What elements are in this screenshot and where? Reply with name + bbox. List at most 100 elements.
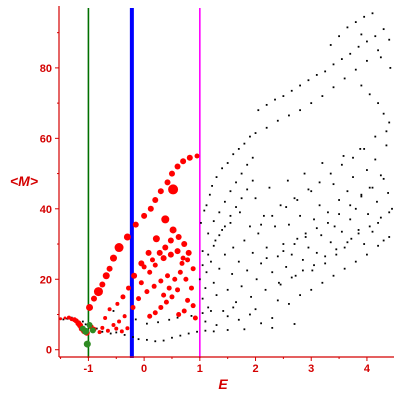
data-point	[382, 112, 385, 115]
data-point	[304, 236, 307, 238]
data-point	[179, 334, 182, 337]
data-point	[324, 70, 327, 73]
data-point	[114, 243, 124, 253]
data-point	[163, 299, 169, 305]
data-point	[274, 225, 276, 228]
data-point	[379, 174, 382, 177]
data-point	[132, 221, 139, 228]
data-point	[254, 308, 257, 311]
data-point	[310, 288, 313, 291]
data-point	[243, 142, 246, 145]
data-point	[338, 213, 340, 215]
data-point	[265, 103, 268, 106]
data-point	[144, 289, 150, 295]
data-point	[122, 314, 127, 319]
x-tick-label: 1	[197, 363, 203, 375]
data-point	[137, 338, 140, 341]
data-point	[221, 229, 224, 231]
data-point	[235, 206, 237, 208]
data-point	[286, 179, 289, 182]
data-point	[229, 221, 232, 224]
data-point	[376, 200, 378, 203]
data-point	[93, 287, 103, 297]
data-point	[318, 204, 321, 207]
data-point	[387, 192, 390, 194]
data-point	[152, 196, 159, 203]
data-point	[385, 144, 388, 147]
data-point	[354, 21, 357, 23]
data-point	[290, 276, 293, 279]
data-point	[207, 306, 210, 309]
data-point	[282, 250, 285, 252]
axes: 0 20 40 60 80 -1 0 1 2 3 4	[40, 6, 394, 375]
data-point	[215, 176, 218, 178]
data-point	[164, 179, 171, 186]
data-point	[329, 172, 332, 175]
data-point	[278, 281, 280, 284]
data-point	[265, 257, 268, 260]
data-point	[335, 248, 338, 251]
data-point	[338, 199, 340, 201]
data-point	[59, 317, 63, 321]
data-point	[293, 197, 296, 200]
data-point	[243, 328, 246, 331]
data-point	[210, 260, 212, 263]
data-point	[152, 310, 158, 316]
data-point	[332, 63, 335, 66]
data-point	[299, 294, 301, 297]
data-point	[115, 301, 120, 306]
data-point	[346, 26, 349, 29]
data-point	[167, 251, 174, 258]
data-point	[368, 93, 371, 96]
data-point	[352, 176, 354, 178]
data-point	[201, 264, 204, 267]
data-point	[181, 241, 188, 248]
data-point	[368, 186, 371, 189]
data-point	[100, 325, 105, 330]
data-point	[388, 211, 391, 214]
data-point	[212, 281, 215, 284]
data-point	[171, 336, 173, 339]
data-point	[114, 326, 119, 331]
data-point	[327, 221, 329, 224]
data-point	[190, 314, 193, 317]
data-point	[210, 310, 212, 312]
data-point	[222, 310, 225, 312]
data-point	[204, 320, 207, 323]
red-points	[59, 153, 200, 336]
data-point	[307, 188, 310, 191]
data-point	[285, 266, 288, 268]
data-point	[152, 235, 160, 243]
data-point	[232, 153, 235, 156]
data-point	[237, 260, 240, 263]
data-point	[162, 244, 169, 251]
data-point	[327, 211, 329, 214]
data-point	[249, 135, 251, 138]
data-point	[172, 276, 178, 282]
data-point	[157, 321, 159, 324]
data-point	[349, 218, 352, 221]
data-point	[276, 299, 279, 302]
data-point	[132, 336, 134, 338]
data-point	[229, 190, 232, 193]
data-point	[371, 230, 374, 233]
data-point	[95, 327, 98, 330]
data-point	[190, 303, 196, 309]
data-point	[192, 315, 198, 321]
data-point	[255, 278, 258, 281]
y-tick-label: 0	[46, 345, 52, 357]
data-point	[357, 45, 360, 48]
data-point	[343, 246, 346, 249]
data-point	[105, 328, 110, 333]
data-point	[315, 74, 318, 76]
data-point	[235, 181, 237, 184]
x-tick-label: 0	[141, 363, 147, 375]
data-point	[382, 177, 385, 180]
data-point	[211, 185, 213, 187]
data-point	[282, 95, 285, 97]
data-point	[149, 257, 155, 263]
data-point	[251, 251, 254, 254]
data-point	[333, 225, 336, 228]
data-point	[246, 163, 249, 166]
data-point	[138, 280, 144, 286]
